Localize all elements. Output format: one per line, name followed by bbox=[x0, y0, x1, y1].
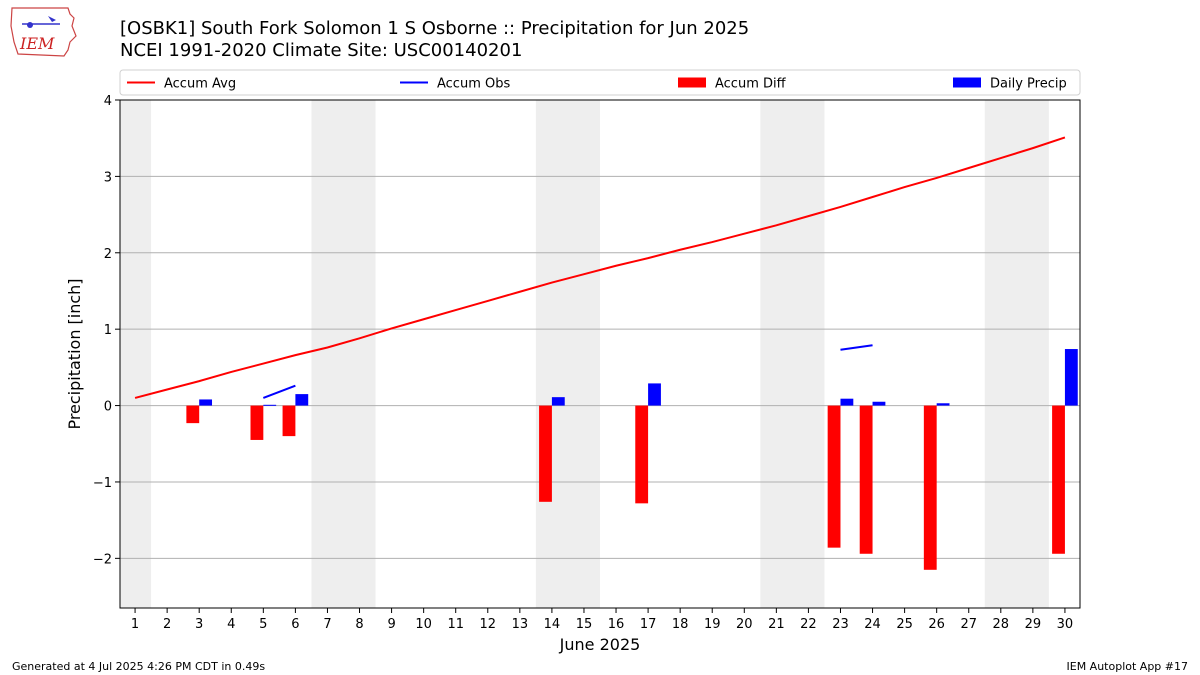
legend-label: Daily Precip bbox=[990, 77, 1067, 92]
x-tick-label: 26 bbox=[928, 617, 945, 632]
legend-bar-swatch bbox=[678, 77, 706, 88]
accum-obs-line bbox=[262, 384, 296, 399]
x-tick-label: 28 bbox=[993, 617, 1010, 632]
daily-precip-bar bbox=[872, 401, 886, 406]
y-tick-label: 4 bbox=[104, 94, 112, 109]
x-tick-label: 14 bbox=[544, 617, 561, 632]
x-tick-label: 12 bbox=[480, 617, 497, 632]
y-tick-label: 1 bbox=[104, 323, 112, 338]
x-tick-label: 19 bbox=[704, 617, 721, 632]
x-tick-label: 30 bbox=[1057, 617, 1074, 632]
x-tick-label: 9 bbox=[387, 617, 395, 632]
x-tick-label: 20 bbox=[736, 617, 753, 632]
app-label: IEM Autoplot App #17 bbox=[1066, 660, 1189, 673]
legend-bar-swatch bbox=[953, 77, 981, 88]
accum-diff-bar bbox=[923, 405, 937, 570]
x-axis-label: June 2025 bbox=[559, 635, 641, 654]
x-tick-label: 22 bbox=[800, 617, 817, 632]
x-tick-label: 5 bbox=[259, 617, 267, 632]
x-tick-label: 24 bbox=[864, 617, 881, 632]
chart-subtitle: NCEI 1991-2020 Climate Site: USC00140201 bbox=[120, 40, 523, 61]
x-tick-label: 17 bbox=[640, 617, 657, 632]
x-tick-label: 25 bbox=[896, 617, 913, 632]
y-tick-label: 0 bbox=[104, 400, 112, 415]
x-tick-label: 8 bbox=[355, 617, 363, 632]
station-dot-shape bbox=[27, 22, 33, 28]
accum-diff-bar bbox=[250, 405, 264, 440]
daily-precip-bar bbox=[1064, 349, 1078, 406]
x-tick-label: 4 bbox=[227, 617, 235, 632]
legend-box bbox=[119, 69, 1081, 96]
accum-diff-bar bbox=[539, 405, 552, 502]
daily-precip-bar bbox=[295, 394, 309, 406]
weekend-band bbox=[535, 100, 600, 608]
x-tick-label: 16 bbox=[608, 617, 625, 632]
weekend-band bbox=[984, 100, 1049, 608]
x-tick-label: 23 bbox=[832, 617, 849, 632]
y-tick-label: −1 bbox=[93, 476, 112, 491]
legend-label: Accum Diff bbox=[715, 77, 787, 92]
plot-frame bbox=[119, 99, 1081, 609]
chart-title: [OSBK1] South Fork Solomon 1 S Osborne :… bbox=[120, 18, 750, 39]
daily-precip-bar bbox=[263, 404, 277, 406]
x-tick-label: 18 bbox=[672, 617, 689, 632]
accum-diff-bar bbox=[282, 405, 296, 437]
daily-precip-bar bbox=[551, 397, 565, 406]
legend-label: Accum Avg bbox=[164, 77, 236, 92]
accum-diff-bar bbox=[827, 405, 841, 548]
y-tick-label: 2 bbox=[104, 247, 112, 262]
weekend-band bbox=[760, 100, 825, 608]
accum-diff-bar bbox=[859, 405, 873, 554]
y-axis-label: Precipitation [inch] bbox=[65, 278, 84, 429]
accum-diff-bar bbox=[635, 405, 649, 504]
daily-precip-bar bbox=[936, 403, 950, 406]
accum-avg-line bbox=[134, 136, 1066, 399]
x-tick-label: 2 bbox=[163, 617, 171, 632]
x-tick-label: 3 bbox=[195, 617, 203, 632]
y-tick-label: −2 bbox=[93, 552, 112, 567]
generated-timestamp: Generated at 4 Jul 2025 4:26 PM CDT in 0… bbox=[12, 660, 266, 673]
x-tick-label: 13 bbox=[512, 617, 529, 632]
x-tick-label: 27 bbox=[960, 617, 977, 632]
x-tick-label: 7 bbox=[323, 617, 331, 632]
x-tick-label: 15 bbox=[576, 617, 593, 632]
accum-diff-bar bbox=[186, 405, 200, 424]
accum-diff-bar bbox=[1052, 405, 1065, 554]
x-tick-label: 10 bbox=[415, 617, 432, 632]
weekend-band bbox=[311, 100, 376, 608]
x-tick-label: 21 bbox=[768, 617, 785, 632]
state-outline-shape bbox=[10, 7, 77, 57]
daily-precip-bar bbox=[199, 399, 213, 406]
x-tick-label: 6 bbox=[291, 617, 299, 632]
logo-text: IEM bbox=[19, 34, 55, 53]
x-tick-label: 1 bbox=[131, 617, 139, 632]
x-tick-label: 11 bbox=[447, 617, 464, 632]
weekend-band bbox=[120, 100, 152, 608]
daily-precip-bar bbox=[840, 398, 854, 406]
wind-vane-shape bbox=[48, 16, 56, 22]
daily-precip-bar bbox=[648, 383, 661, 406]
accum-obs-line bbox=[840, 344, 873, 351]
y-tick-label: 3 bbox=[104, 170, 112, 185]
x-tick-label: 29 bbox=[1025, 617, 1042, 632]
iem-logo: IEM bbox=[10, 7, 77, 57]
legend-label: Accum Obs bbox=[437, 77, 510, 92]
